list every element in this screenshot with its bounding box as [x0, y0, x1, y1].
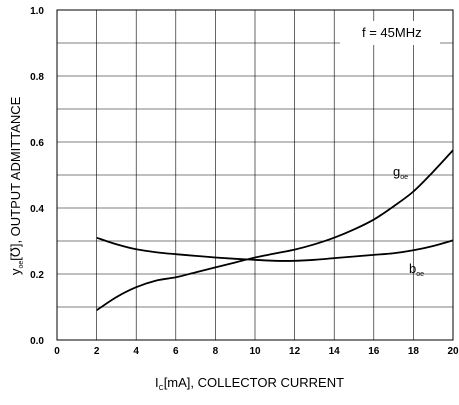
y-tick-label: 0.6: [30, 138, 44, 149]
series-line-b: [96, 236, 454, 262]
x-tick-label: 0: [54, 346, 60, 357]
series-line-g: [96, 149, 454, 312]
y-axis-ticks: 0.0 0.2 0.4 0.6 0.8 1.0: [30, 6, 44, 347]
series-label-b: boe: [409, 261, 424, 278]
y-tick-label: 0.0: [30, 336, 44, 347]
x-tick-label: 6: [173, 346, 179, 357]
series-label-g: goe: [393, 164, 408, 181]
annotation-box: [340, 21, 440, 45]
y-tick-label: 0.4: [30, 204, 44, 215]
y-axis-label: yoe[℧], OUTPUT ADMITTANCE: [8, 96, 25, 275]
x-tick-label: 14: [329, 346, 341, 357]
x-tick-label: 18: [408, 346, 420, 357]
annotation-text: f = 45MHz: [362, 25, 422, 40]
y-tick-label: 0.2: [30, 270, 44, 281]
x-axis-label: IC[mA], COLLECTOR CURRENT: [155, 375, 344, 392]
x-tick-label: 4: [133, 346, 139, 357]
grid-lines: [57, 10, 453, 340]
x-tick-label: 8: [213, 346, 219, 357]
series-lines: [96, 149, 454, 312]
x-tick-label: 20: [447, 346, 459, 357]
x-tick-label: 12: [289, 346, 301, 357]
x-tick-label: 10: [249, 346, 261, 357]
x-tick-label: 2: [94, 346, 100, 357]
x-tick-label: 16: [368, 346, 380, 357]
x-axis-ticks: 0 2 4 6 8 10 12 14 16 18 20: [54, 346, 459, 357]
plot-frame: [56, 9, 454, 341]
y-tick-label: 0.8: [30, 72, 44, 83]
y-tick-label: 1.0: [30, 6, 44, 17]
